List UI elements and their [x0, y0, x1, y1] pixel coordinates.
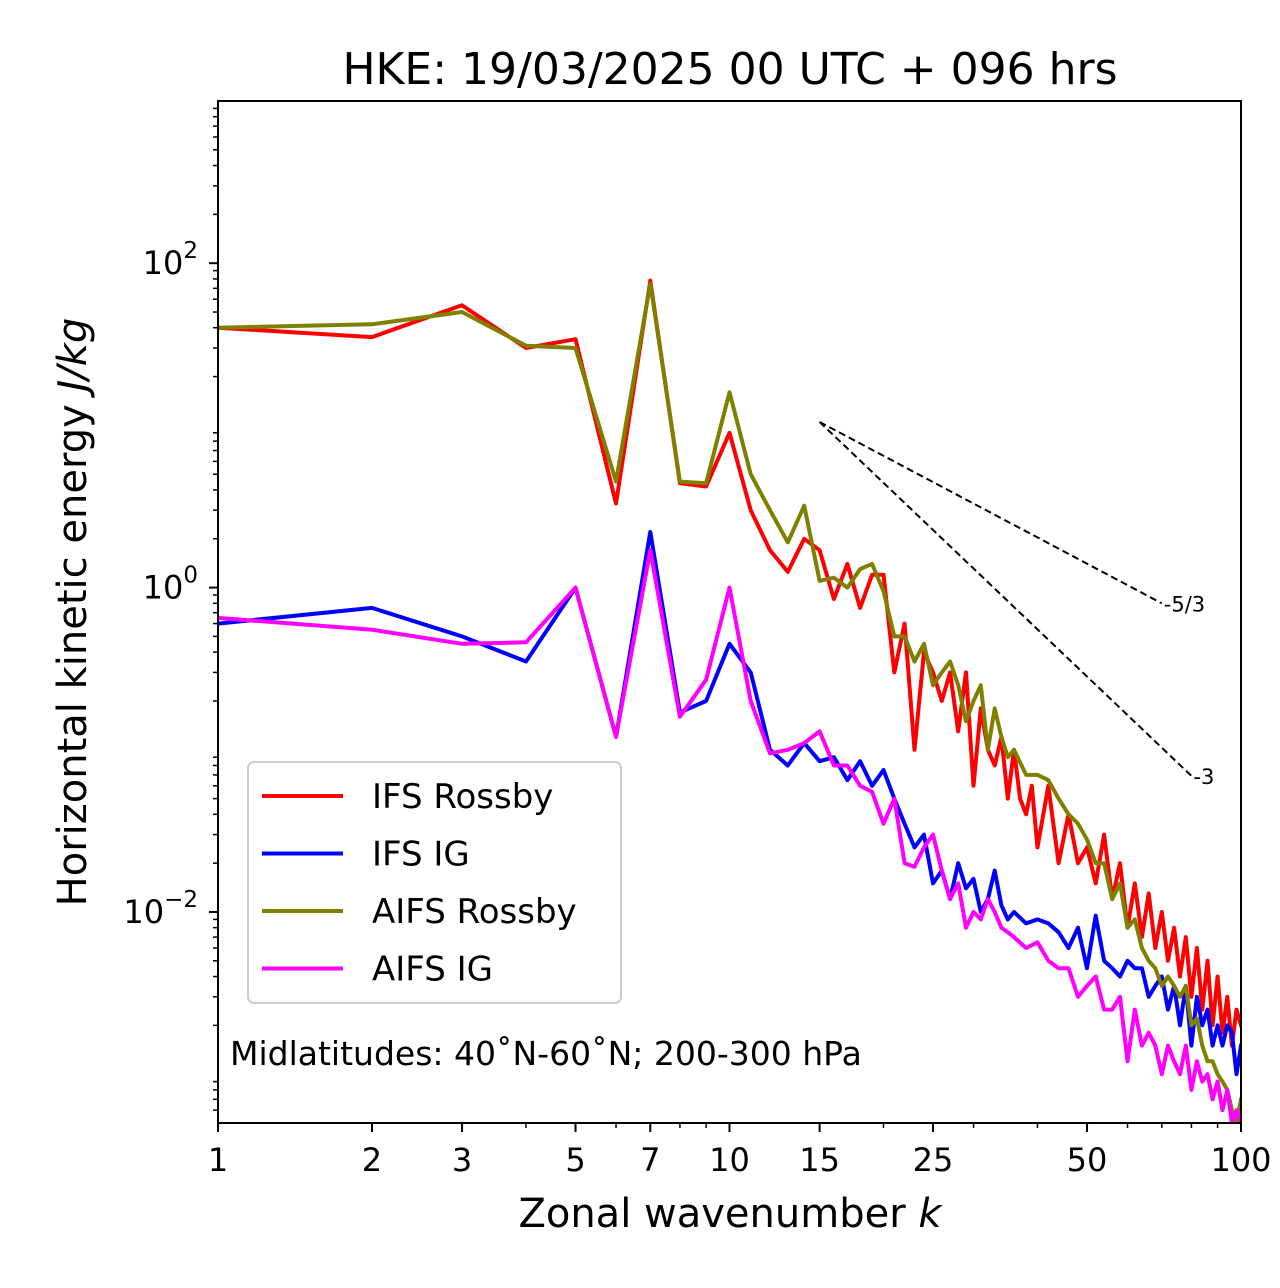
x-tick-label: 7	[640, 1141, 660, 1179]
x-tick-label: 2	[362, 1141, 382, 1179]
series-group	[218, 278, 1241, 1123]
x-tick-label: 25	[913, 1141, 954, 1179]
legend-label-ifs-rossby: IFS Rossby	[372, 777, 553, 817]
x-axis-label: Zonal wavenumber k	[518, 1191, 943, 1237]
legend: IFS Rossby IFS IG AIFS Rossby AIFS IG	[247, 761, 622, 1004]
x-tick-label: 15	[799, 1141, 840, 1179]
legend-box	[247, 761, 622, 1004]
x-tick-label: 3	[452, 1141, 472, 1179]
y-axis-label-text: Horizontal kinetic energy	[50, 404, 96, 906]
plot-area: -5/3 -3	[218, 278, 1241, 1123]
x-tick-label: 100	[1210, 1141, 1271, 1179]
series-line-aifs-ig	[218, 548, 1241, 1123]
y-tick-exponent: 2	[183, 238, 198, 264]
y-axis-label-unit: J/kg	[50, 318, 96, 399]
y-axis-label: Horizontal kinetic energy J/kg	[50, 318, 96, 907]
series-line-aifs-rossby	[218, 281, 1241, 1123]
x-axis-label-text: Zonal wavenumber	[518, 1191, 906, 1237]
legend-label-aifs-rossby: AIFS Rossby	[372, 892, 577, 932]
series-line-ifs-rossby	[218, 278, 1241, 1048]
x-tick-label: 50	[1067, 1141, 1108, 1179]
y-tick-exponent: 0	[183, 563, 198, 589]
y-tick-exponent: −2	[164, 887, 198, 913]
reference-slope-line-1	[819, 421, 1163, 605]
reference-slope-label-1: -5/3	[1164, 592, 1205, 616]
chart-title: HKE: 19/03/2025 00 UTC + 096 hrs	[342, 44, 1117, 95]
x-axis-label-symbol: k	[918, 1191, 943, 1237]
x-tick-label: 1	[208, 1141, 228, 1179]
x-tick-label: 10	[709, 1141, 750, 1179]
region-annotation: Midlatitudes: 40˚N-60˚N; 200-300 hPa	[230, 1034, 862, 1073]
x-tick-label: 5	[565, 1141, 585, 1179]
legend-label-ifs-ig: IFS IG	[372, 835, 470, 875]
reference-slope-line-2	[818, 421, 1193, 777]
legend-label-aifs-ig: AIFS IG	[372, 950, 493, 990]
reference-slope-label-2: -3	[1193, 765, 1214, 789]
